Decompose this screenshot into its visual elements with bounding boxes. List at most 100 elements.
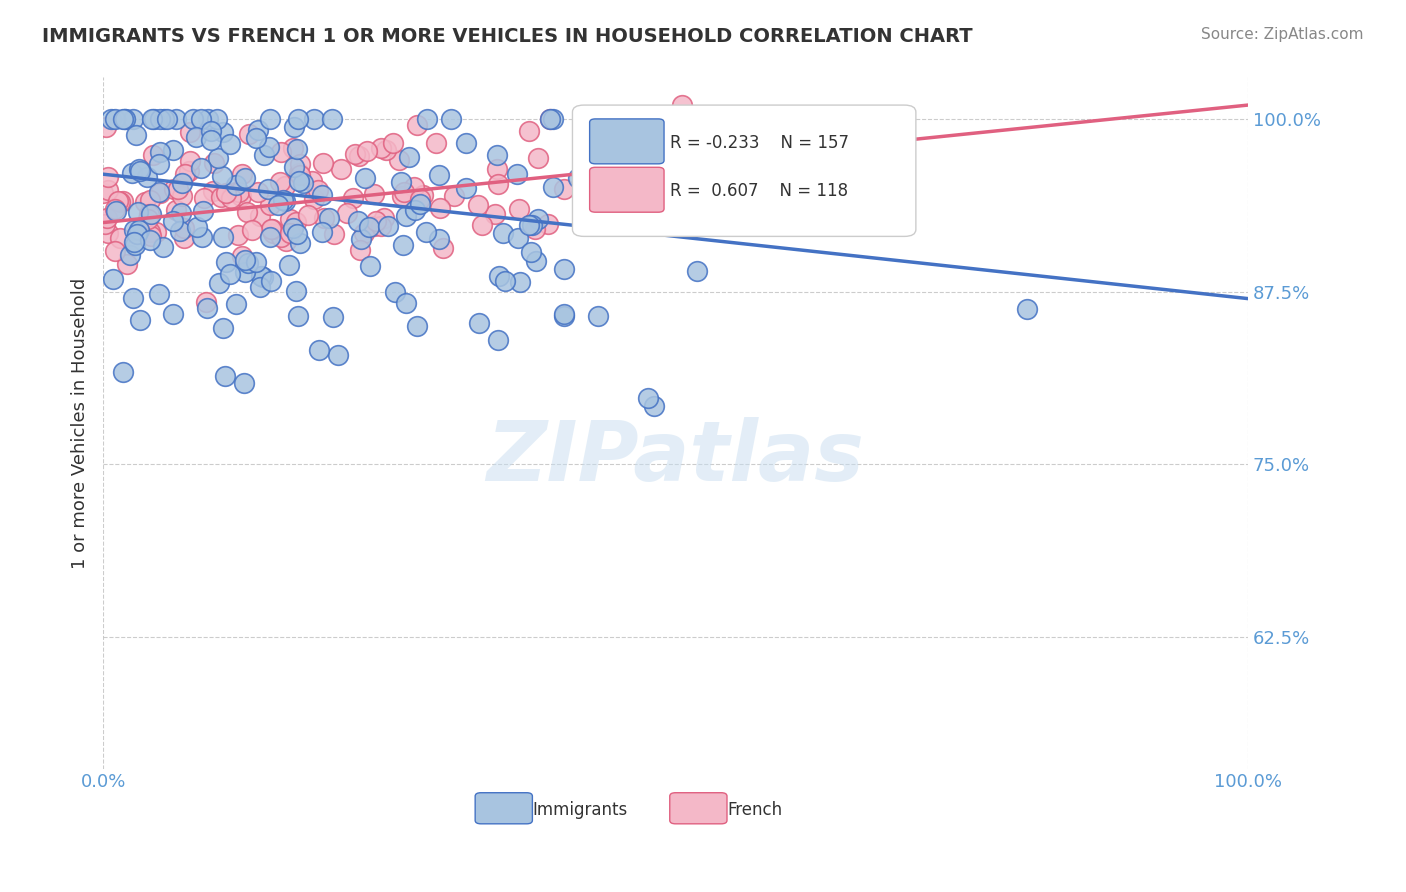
Point [165, 202, 187, 217]
Point [169, 224, 191, 238]
Point [215, 255, 238, 269]
Point [486, 333, 509, 347]
Point [142, 147, 165, 161]
Point [373, 211, 395, 225]
Point [285, 284, 308, 298]
Point [391, 189, 413, 203]
Point [172, 176, 194, 190]
Point [235, 265, 257, 279]
Point [328, 348, 350, 362]
Point [395, 295, 418, 310]
Point [219, 191, 242, 205]
Point [440, 112, 463, 126]
Point [363, 219, 385, 233]
Point [288, 174, 311, 188]
Point [278, 226, 301, 240]
Point [214, 368, 236, 383]
Point [336, 206, 359, 220]
Point [228, 185, 250, 199]
Point [245, 130, 267, 145]
Point [233, 170, 256, 185]
Point [94, 120, 117, 134]
Point [152, 240, 174, 254]
Point [249, 209, 271, 223]
Point [148, 286, 170, 301]
Point [392, 185, 415, 199]
Point [229, 189, 252, 203]
Point [416, 112, 439, 126]
Point [173, 231, 195, 245]
Text: R =  0.607    N = 118: R = 0.607 N = 118 [669, 183, 848, 201]
Point [323, 227, 346, 242]
Point [508, 202, 530, 216]
Point [366, 214, 388, 228]
Point [344, 147, 367, 161]
Point [395, 209, 418, 223]
Point [318, 211, 340, 225]
Point [191, 230, 214, 244]
Point [538, 112, 561, 126]
Point [156, 112, 179, 126]
Point [190, 161, 212, 176]
Point [408, 197, 430, 211]
Point [247, 122, 270, 136]
Point [1017, 302, 1039, 317]
Point [138, 226, 160, 240]
Point [523, 222, 546, 236]
Point [260, 222, 283, 236]
Point [527, 212, 550, 227]
Point [517, 124, 540, 138]
Point [219, 137, 242, 152]
Point [128, 222, 150, 236]
Point [297, 208, 319, 222]
Point [524, 254, 547, 268]
Point [280, 212, 302, 227]
Point [148, 185, 170, 199]
Point [121, 166, 143, 180]
Point [226, 227, 249, 242]
Point [138, 233, 160, 247]
Point [508, 231, 530, 245]
Point [492, 226, 515, 240]
Point [183, 112, 205, 126]
Point [209, 189, 232, 203]
Point [308, 343, 330, 357]
Point [285, 215, 308, 229]
Point [693, 219, 716, 233]
Point [520, 218, 543, 232]
Point [236, 256, 259, 270]
Point [128, 163, 150, 178]
Text: IMMIGRANTS VS FRENCH 1 OR MORE VEHICLES IN HOUSEHOLD CORRELATION CHART: IMMIGRANTS VS FRENCH 1 OR MORE VEHICLES … [42, 27, 973, 45]
Point [134, 195, 156, 210]
Point [363, 187, 385, 202]
Point [659, 137, 682, 152]
Point [484, 207, 506, 221]
Point [169, 206, 191, 220]
Point [124, 238, 146, 252]
Point [107, 194, 129, 209]
Point [122, 222, 145, 236]
Text: Immigrants: Immigrants [533, 801, 627, 819]
Point [104, 112, 127, 126]
Point [149, 145, 172, 159]
Point [350, 231, 373, 245]
Point [704, 189, 727, 203]
Point [468, 316, 491, 330]
Point [454, 136, 477, 150]
Point [96, 211, 118, 226]
Point [259, 140, 281, 154]
Point [194, 294, 217, 309]
Point [125, 227, 148, 241]
Point [124, 235, 146, 249]
Point [388, 153, 411, 168]
Point [538, 112, 561, 126]
Point [730, 196, 752, 211]
Point [212, 321, 235, 335]
Point [404, 202, 426, 217]
Point [270, 145, 292, 159]
Point [543, 179, 565, 194]
Point [398, 150, 420, 164]
Point [454, 181, 477, 195]
Point [170, 189, 193, 203]
Point [271, 193, 294, 207]
